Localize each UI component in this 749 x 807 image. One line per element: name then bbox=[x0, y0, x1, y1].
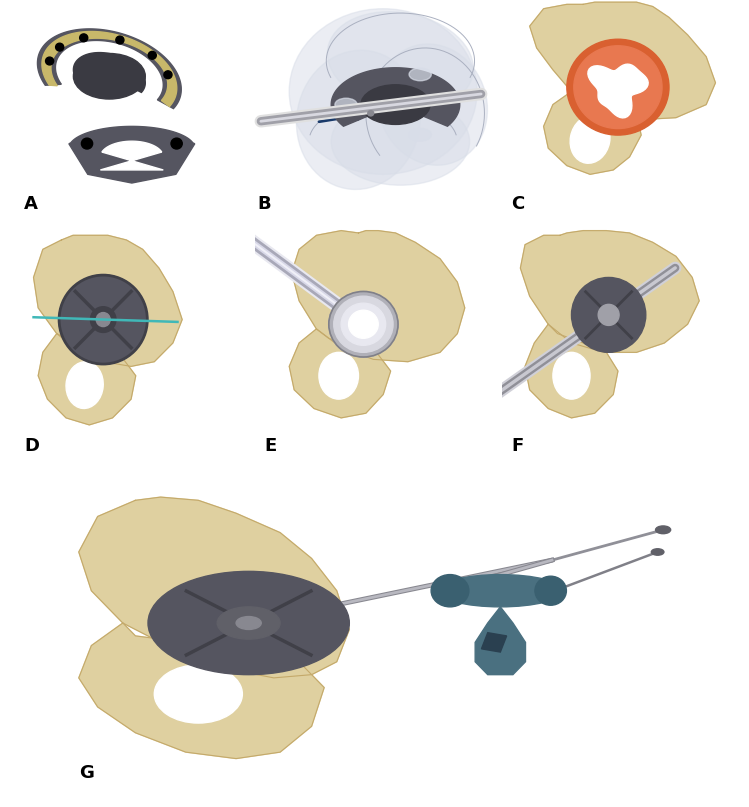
Polygon shape bbox=[588, 64, 648, 118]
Polygon shape bbox=[292, 231, 464, 362]
Circle shape bbox=[342, 303, 386, 345]
Circle shape bbox=[148, 571, 349, 675]
Text: G: G bbox=[79, 764, 94, 782]
Ellipse shape bbox=[361, 85, 430, 124]
Polygon shape bbox=[38, 333, 136, 424]
Circle shape bbox=[334, 296, 393, 353]
Ellipse shape bbox=[377, 44, 488, 165]
Circle shape bbox=[148, 52, 157, 59]
Ellipse shape bbox=[327, 12, 473, 111]
Circle shape bbox=[59, 275, 148, 364]
Circle shape bbox=[655, 526, 670, 533]
Polygon shape bbox=[69, 127, 195, 183]
Circle shape bbox=[82, 138, 93, 149]
Ellipse shape bbox=[570, 115, 610, 163]
Circle shape bbox=[652, 549, 664, 555]
Circle shape bbox=[567, 40, 669, 135]
Polygon shape bbox=[79, 623, 324, 759]
Polygon shape bbox=[475, 607, 526, 675]
Polygon shape bbox=[544, 91, 641, 174]
Text: C: C bbox=[511, 195, 524, 213]
Text: E: E bbox=[264, 437, 277, 454]
Text: A: A bbox=[24, 195, 38, 213]
Circle shape bbox=[329, 291, 398, 357]
Polygon shape bbox=[100, 141, 163, 170]
Circle shape bbox=[164, 71, 172, 78]
Ellipse shape bbox=[409, 128, 431, 141]
Ellipse shape bbox=[553, 353, 590, 399]
Polygon shape bbox=[525, 324, 618, 418]
Text: B: B bbox=[257, 195, 270, 213]
Ellipse shape bbox=[431, 575, 469, 607]
Circle shape bbox=[171, 138, 182, 149]
Polygon shape bbox=[289, 329, 391, 418]
Circle shape bbox=[368, 111, 374, 116]
Ellipse shape bbox=[535, 576, 566, 605]
Polygon shape bbox=[331, 68, 460, 126]
Ellipse shape bbox=[331, 98, 470, 186]
Polygon shape bbox=[521, 231, 700, 353]
Circle shape bbox=[96, 312, 110, 327]
Ellipse shape bbox=[297, 50, 420, 190]
Ellipse shape bbox=[335, 98, 357, 111]
Circle shape bbox=[217, 607, 280, 639]
Polygon shape bbox=[42, 31, 177, 107]
Polygon shape bbox=[530, 2, 715, 120]
Circle shape bbox=[91, 307, 116, 332]
Polygon shape bbox=[37, 29, 181, 109]
Circle shape bbox=[116, 36, 124, 44]
Ellipse shape bbox=[289, 9, 477, 174]
Polygon shape bbox=[73, 52, 145, 93]
Circle shape bbox=[46, 57, 54, 65]
Circle shape bbox=[348, 310, 378, 338]
Circle shape bbox=[598, 304, 619, 325]
Text: D: D bbox=[24, 437, 39, 454]
Ellipse shape bbox=[73, 53, 145, 99]
Ellipse shape bbox=[154, 665, 243, 723]
Circle shape bbox=[79, 34, 88, 42]
Polygon shape bbox=[34, 236, 182, 366]
Ellipse shape bbox=[319, 353, 359, 399]
Text: F: F bbox=[511, 437, 524, 454]
Circle shape bbox=[574, 46, 662, 128]
Circle shape bbox=[236, 617, 261, 629]
Circle shape bbox=[571, 278, 646, 353]
Polygon shape bbox=[79, 497, 349, 678]
Circle shape bbox=[55, 44, 64, 51]
Polygon shape bbox=[482, 633, 506, 652]
Ellipse shape bbox=[409, 68, 431, 81]
Ellipse shape bbox=[437, 575, 563, 607]
Ellipse shape bbox=[66, 362, 103, 408]
